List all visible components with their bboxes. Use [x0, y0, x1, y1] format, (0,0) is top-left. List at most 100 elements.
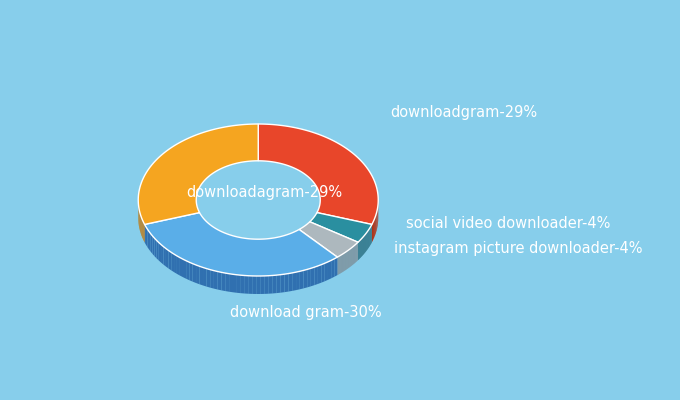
Polygon shape — [218, 230, 220, 248]
Polygon shape — [296, 271, 300, 290]
Polygon shape — [229, 274, 233, 292]
Polygon shape — [142, 220, 143, 240]
Polygon shape — [260, 239, 262, 257]
Polygon shape — [138, 124, 258, 224]
Polygon shape — [208, 223, 209, 242]
Polygon shape — [166, 248, 169, 268]
Polygon shape — [241, 238, 243, 256]
Text: downloadagram-29%: downloadagram-29% — [186, 184, 342, 200]
Polygon shape — [214, 271, 218, 290]
Polygon shape — [149, 232, 151, 252]
Polygon shape — [303, 269, 307, 288]
Polygon shape — [156, 240, 158, 260]
Polygon shape — [158, 242, 161, 262]
Polygon shape — [192, 264, 196, 283]
Polygon shape — [322, 263, 324, 283]
Polygon shape — [265, 276, 269, 294]
Polygon shape — [373, 220, 374, 240]
Polygon shape — [273, 275, 277, 294]
Polygon shape — [148, 229, 149, 250]
Polygon shape — [239, 237, 241, 256]
Polygon shape — [161, 244, 163, 264]
Polygon shape — [262, 239, 264, 257]
Polygon shape — [210, 270, 214, 289]
Polygon shape — [284, 235, 286, 254]
Polygon shape — [163, 246, 166, 266]
Polygon shape — [215, 228, 216, 247]
Polygon shape — [284, 274, 288, 292]
Polygon shape — [237, 275, 241, 293]
Polygon shape — [203, 218, 205, 238]
Polygon shape — [140, 212, 141, 233]
Polygon shape — [250, 239, 252, 257]
Polygon shape — [180, 258, 183, 277]
Polygon shape — [205, 220, 206, 239]
Polygon shape — [152, 236, 154, 256]
Polygon shape — [189, 262, 192, 282]
Polygon shape — [200, 214, 201, 233]
Polygon shape — [253, 276, 257, 294]
Polygon shape — [216, 229, 218, 248]
Polygon shape — [328, 260, 331, 280]
Polygon shape — [202, 216, 203, 236]
Polygon shape — [154, 238, 156, 258]
Polygon shape — [276, 237, 277, 256]
Polygon shape — [245, 238, 248, 256]
Polygon shape — [254, 239, 256, 257]
Polygon shape — [221, 231, 222, 250]
Polygon shape — [314, 266, 318, 285]
Polygon shape — [177, 256, 180, 276]
Polygon shape — [151, 234, 152, 254]
Polygon shape — [209, 224, 211, 243]
Polygon shape — [235, 236, 237, 255]
Polygon shape — [282, 236, 284, 254]
Text: download gram-30%: download gram-30% — [231, 304, 382, 320]
Polygon shape — [228, 234, 230, 253]
Polygon shape — [296, 230, 298, 249]
Polygon shape — [218, 272, 222, 290]
Polygon shape — [307, 268, 311, 287]
Polygon shape — [257, 276, 260, 294]
Polygon shape — [146, 227, 148, 247]
Polygon shape — [186, 261, 189, 280]
Polygon shape — [207, 269, 210, 288]
Polygon shape — [292, 272, 296, 291]
Polygon shape — [171, 252, 174, 272]
Polygon shape — [288, 273, 292, 292]
Polygon shape — [270, 238, 272, 256]
Polygon shape — [199, 213, 200, 232]
Polygon shape — [211, 225, 212, 244]
Polygon shape — [224, 233, 226, 252]
Polygon shape — [324, 262, 328, 281]
Polygon shape — [233, 236, 235, 254]
Polygon shape — [214, 227, 215, 246]
Polygon shape — [310, 213, 372, 242]
Polygon shape — [222, 232, 224, 251]
Polygon shape — [331, 259, 335, 278]
Polygon shape — [298, 230, 299, 248]
Polygon shape — [274, 238, 276, 256]
Polygon shape — [375, 215, 376, 235]
Polygon shape — [374, 217, 375, 238]
Polygon shape — [207, 222, 208, 241]
Polygon shape — [258, 239, 260, 257]
Polygon shape — [299, 222, 358, 257]
Polygon shape — [279, 236, 282, 255]
Polygon shape — [318, 265, 322, 284]
Polygon shape — [222, 272, 225, 291]
Polygon shape — [248, 238, 250, 257]
Polygon shape — [225, 273, 229, 292]
Polygon shape — [237, 237, 239, 255]
Polygon shape — [300, 270, 303, 289]
Polygon shape — [145, 213, 337, 276]
Polygon shape — [258, 124, 378, 224]
Text: social video downloader-4%: social video downloader-4% — [406, 216, 611, 232]
Polygon shape — [232, 235, 233, 254]
Polygon shape — [249, 276, 253, 294]
Polygon shape — [220, 230, 221, 249]
Polygon shape — [294, 231, 296, 250]
Polygon shape — [286, 235, 287, 253]
Polygon shape — [311, 267, 314, 286]
Polygon shape — [196, 265, 199, 284]
Polygon shape — [272, 238, 274, 256]
